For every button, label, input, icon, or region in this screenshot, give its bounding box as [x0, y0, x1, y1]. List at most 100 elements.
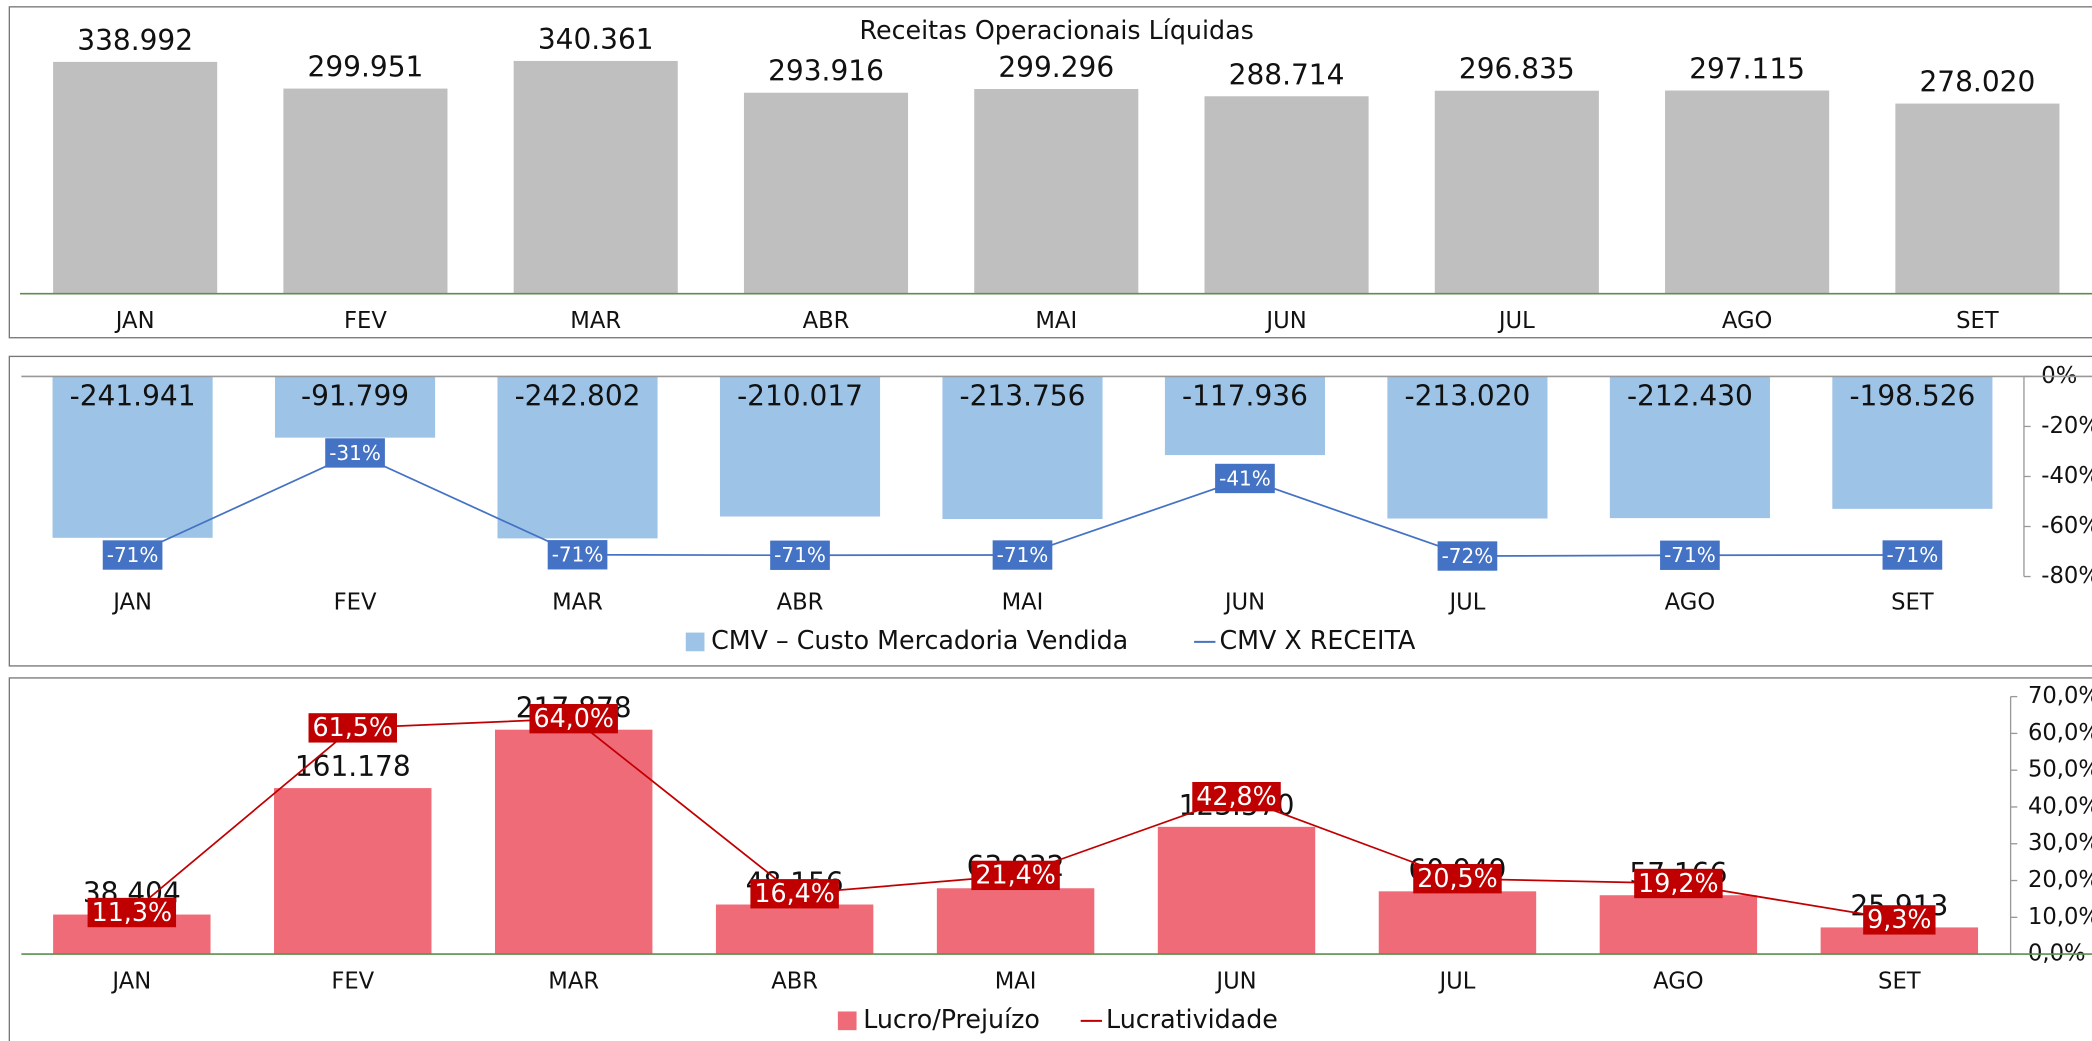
data-label: 299.951 — [308, 51, 424, 84]
data-label-box — [547, 540, 608, 570]
data-label: 9,3% — [1867, 904, 1931, 934]
data-label: -71% — [774, 543, 826, 567]
bar — [1378, 891, 1537, 955]
data-label-box — [87, 897, 177, 928]
data-label-box — [1863, 905, 1936, 935]
panel — [8, 355, 2092, 667]
x-tick-label: JUN — [1223, 590, 1265, 616]
data-label: -242.802 — [515, 380, 641, 413]
data-label: -41% — [1219, 466, 1271, 490]
x-tick-label: JUN — [1214, 969, 1256, 995]
data-label-box — [1215, 463, 1275, 494]
legend-label: Lucratividade — [1106, 1004, 1278, 1034]
data-label: -72% — [1442, 544, 1494, 568]
y2-tick-label: 40,0% — [2028, 793, 2092, 819]
data-label-box — [1437, 541, 1498, 571]
data-label: 20,5% — [1417, 863, 1497, 893]
x-tick-label: MAR — [548, 969, 599, 995]
y2-tick-label: 60,0% — [2028, 720, 2092, 746]
data-label: 161.178 — [295, 750, 411, 783]
data-label-box — [1634, 868, 1723, 899]
data-label: -213.020 — [1404, 380, 1530, 413]
data-label-box — [750, 879, 839, 909]
data-label: -212.430 — [1627, 380, 1753, 413]
bar — [1387, 376, 1548, 519]
data-label-box — [1882, 540, 1943, 570]
x-tick-label: AGO — [1665, 590, 1716, 616]
data-label: -213.756 — [960, 380, 1086, 413]
y2-tick-label: -40% — [2041, 463, 2092, 489]
bar — [1832, 376, 1993, 509]
data-label-box — [992, 540, 1053, 570]
data-label-box — [102, 540, 163, 570]
data-label: -71% — [1887, 543, 1939, 567]
data-label: 288.714 — [1229, 58, 1345, 91]
bar — [1164, 376, 1326, 456]
y2-tick-label: 20,0% — [2028, 867, 2092, 893]
data-label-box — [325, 438, 385, 468]
data-label: -71% — [1664, 543, 1716, 567]
bar — [715, 904, 874, 955]
data-label: 293.916 — [768, 55, 884, 88]
data-label-box — [1192, 781, 1281, 812]
data-label: -241.941 — [70, 380, 196, 413]
x-tick-label: ABR — [771, 969, 818, 995]
bar — [1895, 103, 2060, 294]
y2-tick-label: 50,0% — [2028, 757, 2092, 783]
bar — [1665, 90, 1830, 294]
data-label: 61,5% — [313, 712, 393, 742]
data-label: -198.526 — [1849, 380, 1975, 413]
chart-title: Receitas Operacionais Líquidas — [860, 15, 1254, 45]
legend-label: CMV – Custo Mercadoria Vendida — [711, 625, 1128, 655]
legend-label: CMV X RECEITA — [1219, 625, 1416, 655]
data-label: -210.017 — [737, 380, 863, 413]
x-tick-label: JUN — [1264, 308, 1306, 334]
bar — [936, 888, 1095, 955]
y2-tick-label: 10,0% — [2028, 904, 2092, 930]
data-label-box — [1660, 540, 1720, 570]
y2-tick-label: 70,0% — [2028, 683, 2092, 709]
data-label-box — [529, 704, 618, 734]
y2-tick-label: -20% — [2041, 413, 2092, 439]
y2-tick-label: -80% — [2041, 563, 2092, 589]
data-label: -91.799 — [301, 380, 409, 413]
data-label: 299.296 — [998, 51, 1114, 84]
data-label: 11,3% — [92, 897, 172, 927]
data-label: 297.115 — [1689, 53, 1805, 86]
x-tick-label: MAR — [552, 590, 603, 616]
x-tick-label: JAN — [111, 590, 152, 616]
legend-swatch — [837, 1011, 857, 1031]
data-label: 21,4% — [975, 860, 1055, 890]
data-label-box — [770, 540, 830, 570]
data-label: -71% — [552, 543, 604, 567]
bar — [974, 89, 1139, 294]
bar — [497, 376, 658, 539]
x-tick-label: AGO — [1722, 308, 1773, 334]
panel — [8, 6, 2092, 339]
y2-tick-label: -60% — [2041, 513, 2092, 539]
bar — [1204, 96, 1369, 294]
data-label: 296.835 — [1459, 53, 1575, 86]
bar — [275, 376, 436, 438]
x-tick-label: MAR — [570, 308, 621, 334]
x-tick-label: MAI — [1035, 308, 1077, 334]
bar — [942, 376, 1103, 520]
bar — [1609, 376, 1770, 519]
panel — [8, 677, 2092, 1041]
bar — [274, 788, 432, 955]
y2-tick-label: 30,0% — [2028, 830, 2092, 856]
data-label: -71% — [997, 543, 1049, 567]
data-label: 64,0% — [533, 703, 613, 733]
x-tick-label: MAI — [995, 969, 1037, 995]
bar — [513, 60, 678, 294]
bar — [1434, 90, 1599, 294]
data-label-box — [1413, 864, 1502, 894]
x-tick-label: FEV — [344, 308, 387, 334]
data-label: 338.992 — [77, 24, 193, 57]
x-tick-label: SET — [1956, 308, 1999, 334]
data-label: 42,8% — [1196, 781, 1276, 811]
bar — [53, 61, 218, 294]
x-tick-label: SET — [1891, 590, 1934, 616]
x-tick-label: JUL — [1497, 308, 1535, 334]
